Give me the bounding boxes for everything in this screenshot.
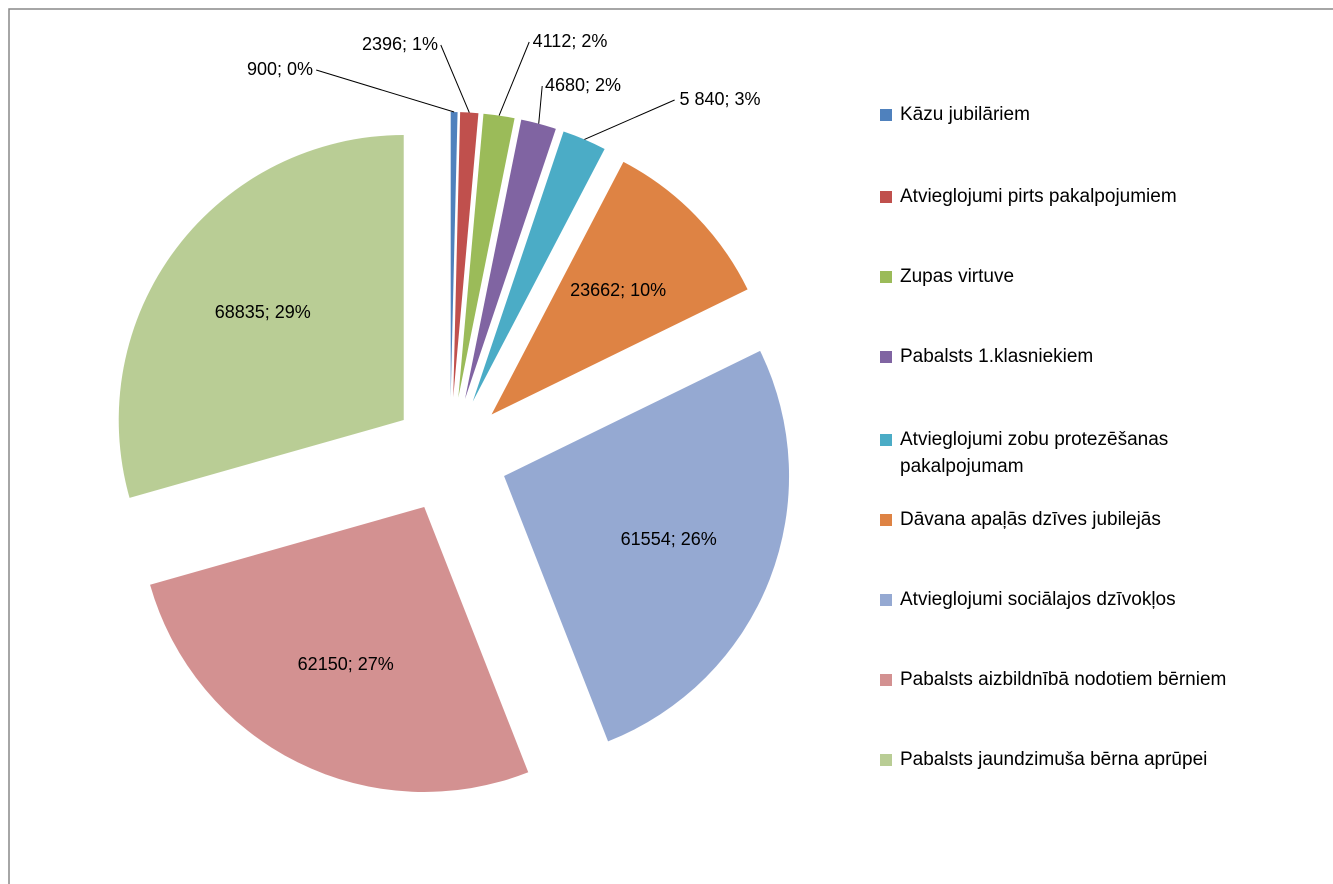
legend-swatch bbox=[880, 514, 892, 526]
data-label: 900; 0% bbox=[247, 59, 313, 79]
leader-line bbox=[584, 99, 675, 140]
legend-swatch bbox=[880, 594, 892, 606]
legend-item: Atvieglojumi zobu protezēšanas pakalpoju… bbox=[880, 426, 1300, 480]
legend-swatch bbox=[880, 434, 892, 446]
leader-line bbox=[498, 41, 530, 116]
legend-swatch bbox=[880, 754, 892, 766]
legend-label: Zupas virtuve bbox=[900, 266, 1015, 287]
pie-slice bbox=[453, 112, 479, 398]
legend-label: Atvieglojumi zobu protezēšanas pakalpoju… bbox=[900, 429, 1169, 477]
data-label: 4680; 2% bbox=[545, 75, 621, 95]
legend-item: Pabalsts 1.klasniekiem bbox=[880, 343, 1300, 370]
legend-swatch bbox=[880, 271, 892, 283]
data-label: 61554; 26% bbox=[621, 529, 717, 549]
legend-item: Pabalsts jaundzimuša bērna aprūpei bbox=[880, 746, 1300, 773]
legend-item: Atvieglojumi pirts pakalpojumiem bbox=[880, 183, 1300, 210]
pie-slice bbox=[472, 131, 605, 402]
legend-swatch bbox=[880, 674, 892, 686]
legend-item: Dāvana apaļās dzīves jubilejās bbox=[880, 506, 1300, 533]
data-label: 2396; 1% bbox=[362, 34, 438, 54]
pie-slice bbox=[465, 119, 556, 399]
pie-slice bbox=[118, 135, 404, 498]
legend-swatch bbox=[880, 191, 892, 203]
data-label: 5 840; 3% bbox=[679, 89, 760, 109]
leader-line bbox=[440, 44, 470, 113]
data-label: 68835; 29% bbox=[215, 302, 311, 322]
legend-label: Pabalsts jaundzimuša bērna aprūpei bbox=[900, 749, 1208, 770]
data-label: 23662; 10% bbox=[570, 280, 666, 300]
frame bbox=[8, 8, 1333, 884]
legend-label: Kāzu jubilāriem bbox=[900, 104, 1030, 125]
pie-slice bbox=[450, 112, 458, 398]
leader-line bbox=[316, 69, 455, 113]
legend-label: Pabalsts aizbildnībā nodotiem bērniem bbox=[900, 669, 1227, 690]
legend-label: Pabalsts 1.klasniekiem bbox=[900, 346, 1094, 367]
legend-item: Zupas virtuve bbox=[880, 263, 1300, 290]
legend-item: Atvieglojumi sociālajos dzīvokļos bbox=[880, 586, 1300, 613]
data-label: 4112; 2% bbox=[533, 31, 608, 51]
legend-swatch bbox=[880, 351, 892, 363]
pie-slice bbox=[504, 350, 790, 742]
legend-item: Pabalsts aizbildnībā nodotiem bērniem bbox=[880, 666, 1300, 693]
leader-line bbox=[538, 85, 543, 124]
legend-label: Dāvana apaļās dzīves jubilejās bbox=[900, 509, 1161, 530]
legend-item: Kāzu jubilāriem bbox=[880, 101, 1300, 128]
pie-slice bbox=[491, 161, 748, 415]
legend-swatch bbox=[880, 109, 892, 121]
legend-label: Atvieglojumi sociālajos dzīvokļos bbox=[900, 589, 1176, 610]
pie-slice bbox=[458, 113, 515, 398]
legend-label: Atvieglojumi pirts pakalpojumiem bbox=[900, 186, 1177, 207]
pie-slice bbox=[150, 506, 529, 792]
data-label: 62150; 27% bbox=[298, 654, 394, 674]
